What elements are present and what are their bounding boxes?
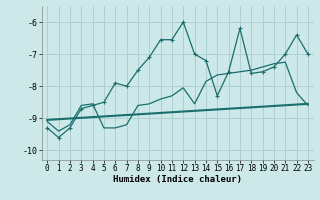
X-axis label: Humidex (Indice chaleur): Humidex (Indice chaleur) (113, 175, 242, 184)
